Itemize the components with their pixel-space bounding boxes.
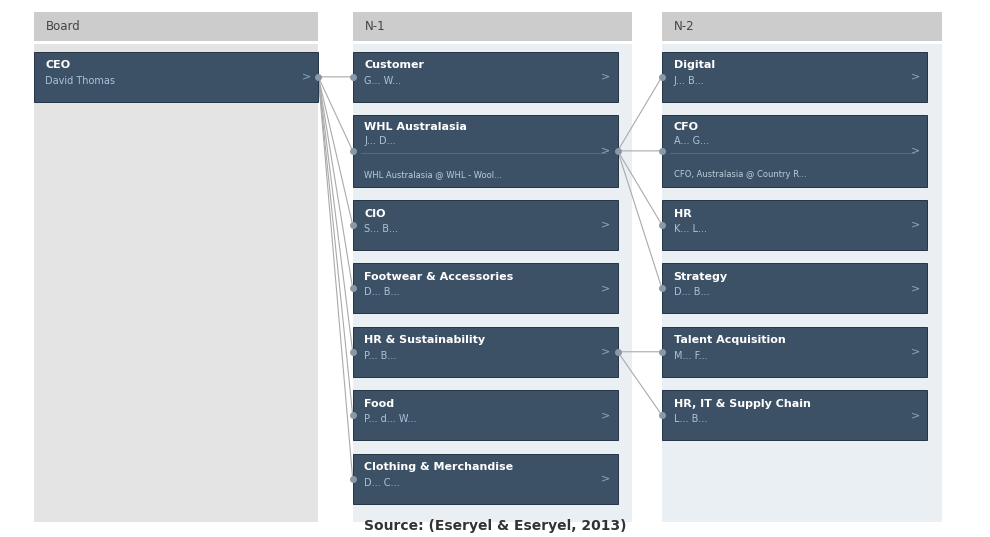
Text: >: > [601, 146, 611, 156]
FancyBboxPatch shape [352, 200, 618, 250]
Text: Footwear & Accessories: Footwear & Accessories [364, 272, 514, 282]
Text: HR: HR [673, 208, 691, 219]
Text: P... d... W...: P... d... W... [364, 414, 417, 424]
Text: K... L...: K... L... [673, 224, 707, 234]
Text: J... B...: J... B... [673, 76, 705, 86]
FancyBboxPatch shape [662, 115, 927, 186]
Text: >: > [601, 347, 611, 357]
Text: Digital: Digital [673, 61, 715, 70]
FancyBboxPatch shape [352, 263, 618, 314]
Text: >: > [601, 284, 611, 293]
FancyBboxPatch shape [34, 12, 319, 41]
Text: HR & Sustainability: HR & Sustainability [364, 336, 485, 345]
Text: P... B...: P... B... [364, 351, 397, 361]
FancyBboxPatch shape [34, 44, 319, 523]
Text: M... F...: M... F... [673, 351, 707, 361]
Text: A... G...: A... G... [673, 135, 709, 146]
FancyBboxPatch shape [662, 44, 941, 523]
Text: Talent Acquisition: Talent Acquisition [673, 336, 785, 345]
Text: S... B...: S... B... [364, 224, 398, 234]
Text: Source: (Eseryel & Eseryel, 2013): Source: (Eseryel & Eseryel, 2013) [363, 519, 627, 533]
FancyBboxPatch shape [662, 263, 927, 314]
Text: >: > [911, 72, 920, 82]
Text: Food: Food [364, 399, 395, 409]
FancyBboxPatch shape [352, 12, 633, 41]
Text: >: > [601, 410, 611, 420]
Text: Clothing & Merchandise: Clothing & Merchandise [364, 462, 514, 472]
FancyBboxPatch shape [352, 326, 618, 377]
Text: WHL Australasia @ WHL - Wool...: WHL Australasia @ WHL - Wool... [364, 170, 503, 179]
Text: David Thomas: David Thomas [46, 76, 116, 86]
Text: Customer: Customer [364, 61, 425, 70]
Text: >: > [601, 72, 611, 82]
Text: L... B...: L... B... [673, 414, 707, 424]
FancyBboxPatch shape [662, 326, 927, 377]
Text: G... W...: G... W... [364, 76, 402, 86]
Text: >: > [911, 410, 920, 420]
Text: D... B...: D... B... [673, 287, 709, 297]
FancyBboxPatch shape [662, 52, 927, 102]
Text: CFO, Australasia @ Country R...: CFO, Australasia @ Country R... [673, 170, 806, 179]
Text: >: > [911, 146, 920, 156]
Text: >: > [911, 284, 920, 293]
Text: N-1: N-1 [364, 20, 385, 33]
FancyBboxPatch shape [34, 52, 319, 102]
FancyBboxPatch shape [662, 200, 927, 250]
FancyBboxPatch shape [662, 12, 941, 41]
Text: CIO: CIO [364, 208, 386, 219]
FancyBboxPatch shape [352, 52, 618, 102]
Text: >: > [302, 72, 311, 82]
Text: D... B...: D... B... [364, 287, 400, 297]
Text: Strategy: Strategy [673, 272, 728, 282]
Text: Board: Board [46, 20, 80, 33]
FancyBboxPatch shape [662, 390, 927, 440]
Text: J... D...: J... D... [364, 135, 396, 146]
Text: >: > [911, 347, 920, 357]
Text: N-2: N-2 [673, 20, 694, 33]
FancyBboxPatch shape [352, 390, 618, 440]
FancyBboxPatch shape [352, 44, 633, 523]
FancyBboxPatch shape [352, 115, 618, 186]
Text: >: > [911, 220, 920, 230]
Text: CEO: CEO [46, 61, 70, 70]
Text: HR, IT & Supply Chain: HR, IT & Supply Chain [673, 399, 811, 409]
Text: CFO: CFO [673, 122, 699, 132]
Text: WHL Australasia: WHL Australasia [364, 122, 467, 132]
Text: D... C...: D... C... [364, 477, 400, 488]
FancyBboxPatch shape [352, 454, 618, 504]
Text: >: > [601, 220, 611, 230]
Text: >: > [601, 474, 611, 484]
